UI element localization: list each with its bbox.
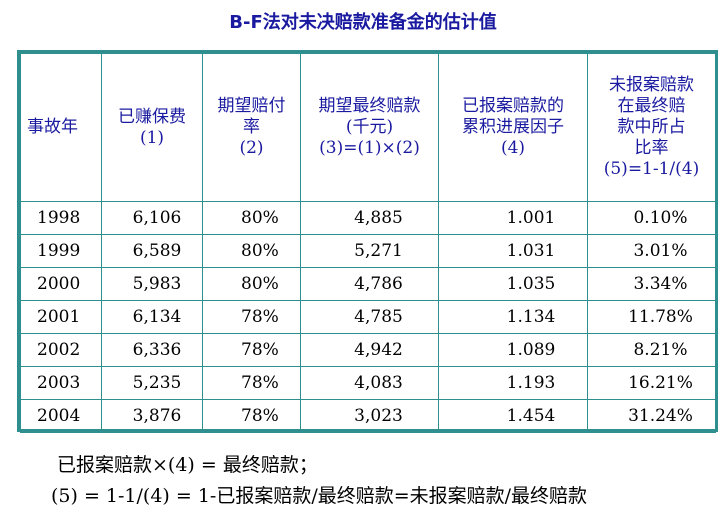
cell-earned-premium: 5,235 [101, 366, 203, 400]
cell-accident-year: 2001 [20, 300, 102, 334]
header-accident-year: 事故年 [20, 53, 102, 202]
header-expected-loss-ratio: 期望赔付 率 (2) [202, 53, 301, 202]
cell-unreported-ratio: 31.24% [587, 399, 716, 433]
cell-accident-year: 2002 [20, 333, 102, 367]
cell-unreported-ratio: 8.21% [587, 333, 716, 367]
cell-expected-ultimate-loss: 4,785 [300, 300, 439, 334]
cell-expected-ultimate-loss: 5,271 [300, 234, 439, 268]
header-earned-premium: 已赚保费 (1) [101, 53, 203, 202]
header-development-factor: 已报案赔款的 累积进展因子 (4) [438, 53, 588, 202]
cell-development-factor: 1.193 [438, 366, 588, 400]
cell-expected-loss-ratio: 78% [202, 300, 301, 334]
cell-accident-year: 2004 [20, 399, 102, 433]
table-row: 2002 6,336 78% 4,942 1.089 8.21% [20, 333, 716, 367]
cell-development-factor: 1.035 [438, 267, 588, 301]
table-row: 1999 6,589 80% 5,271 1.031 3.01% [20, 234, 716, 268]
cell-earned-premium: 6,134 [101, 300, 203, 334]
cell-accident-year: 2000 [20, 267, 102, 301]
table-row: 2003 5,235 78% 4,083 1.193 16.21% [20, 366, 716, 400]
note-line-2: (5) = 1-1/(4) = 1-已报案赔款/最终赔款=未报案赔款/最终赔款 [51, 485, 588, 507]
table-header-row: 事故年 已赚保费 (1) 期望赔付 率 (2) 期望最终赔款 (千元) (3)=… [20, 53, 716, 202]
formula-notes: 已报案赔款×(4) = 最终赔款； (5) = 1-1/(4) = 1-已报案赔… [51, 449, 587, 511]
cell-earned-premium: 6,589 [101, 234, 203, 268]
cell-accident-year: 2003 [20, 366, 102, 400]
cell-earned-premium: 6,106 [101, 201, 203, 235]
cell-development-factor: 1.134 [438, 300, 588, 334]
table-row: 2004 3,876 78% 3,023 1.454 31.24% [20, 399, 716, 433]
cell-expected-loss-ratio: 80% [202, 201, 301, 235]
cell-earned-premium: 5,983 [101, 267, 203, 301]
cell-development-factor: 1.001 [438, 201, 588, 235]
cell-expected-ultimate-loss: 4,083 [300, 366, 439, 400]
header-expected-ultimate-loss: 期望最终赔款 (千元) (3)=(1)×(2) [300, 53, 439, 202]
cell-expected-loss-ratio: 80% [202, 234, 301, 268]
table-row: 2001 6,134 78% 4,785 1.134 11.78% [20, 300, 716, 334]
cell-development-factor: 1.089 [438, 333, 588, 367]
cell-expected-ultimate-loss: 4,885 [300, 201, 439, 235]
cell-expected-ultimate-loss: 3,023 [300, 399, 439, 433]
estimate-table: 事故年 已赚保费 (1) 期望赔付 率 (2) 期望最终赔款 (千元) (3)=… [17, 50, 718, 433]
bf-table: 事故年 已赚保费 (1) 期望赔付 率 (2) 期望最终赔款 (千元) (3)=… [20, 53, 716, 433]
cell-expected-loss-ratio: 78% [202, 366, 301, 400]
cell-development-factor: 1.031 [438, 234, 588, 268]
cell-development-factor: 1.454 [438, 399, 588, 433]
table-row: 2000 5,983 80% 4,786 1.035 3.34% [20, 267, 716, 301]
cell-earned-premium: 3,876 [101, 399, 203, 433]
cell-accident-year: 1998 [20, 201, 102, 235]
cell-expected-loss-ratio: 78% [202, 399, 301, 433]
cell-expected-ultimate-loss: 4,786 [300, 267, 439, 301]
cell-expected-loss-ratio: 78% [202, 333, 301, 367]
cell-unreported-ratio: 3.01% [587, 234, 716, 268]
header-unreported-ratio: 未报案赔款 在最终赔 款中所占 比率 (5)=1-1/(4) [587, 53, 716, 202]
page-title: B-F法对未决赔款准备金的估计值 [229, 12, 497, 33]
cell-unreported-ratio: 3.34% [587, 267, 716, 301]
cell-unreported-ratio: 0.10% [587, 201, 716, 235]
cell-unreported-ratio: 16.21% [587, 366, 716, 400]
cell-accident-year: 1999 [20, 234, 102, 268]
cell-unreported-ratio: 11.78% [587, 300, 716, 334]
cell-earned-premium: 6,336 [101, 333, 203, 367]
cell-expected-ultimate-loss: 4,942 [300, 333, 439, 367]
cell-expected-loss-ratio: 80% [202, 267, 301, 301]
table-row: 1998 6,106 80% 4,885 1.001 0.10% [20, 201, 716, 235]
note-line-1: 已报案赔款×(4) = 最终赔款； [57, 454, 318, 476]
